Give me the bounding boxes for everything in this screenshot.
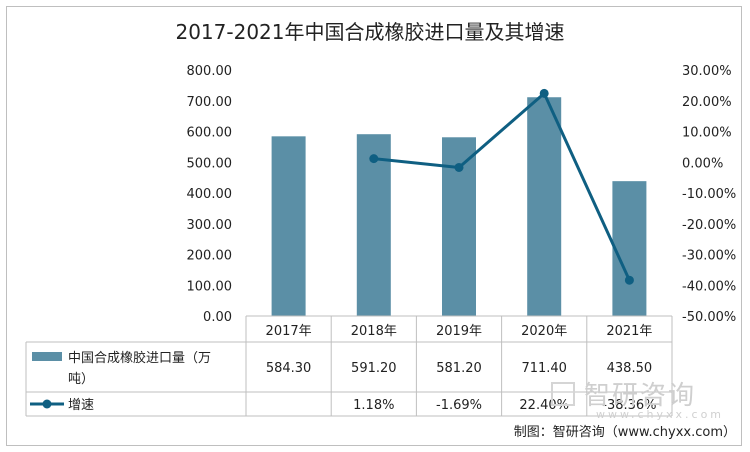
left-tick-label: 200.00 (187, 249, 233, 264)
bar-value-label: 584.30 (266, 361, 312, 376)
chart-frame (6, 6, 742, 446)
watermark-logo-icon (551, 382, 575, 406)
watermark-logo: 智研咨询 www.chyxx.com (551, 381, 724, 421)
left-tick-label: 300.00 (187, 218, 233, 233)
left-tick-label: 700.00 (187, 95, 233, 110)
category-label: 2020年 (521, 324, 567, 339)
growth-point (369, 154, 379, 164)
right-tick-label: -40.00% (682, 279, 736, 294)
growth-point (539, 88, 549, 98)
legend-line-name: 增速 (68, 398, 94, 413)
bar-series (271, 97, 647, 316)
line-series (369, 88, 634, 285)
bar (356, 134, 391, 316)
right-axis-ticks: -50.00% -40.00% -30.00% -20.00% -10.00% 0.00%… (682, 64, 736, 325)
growth-value-label: -1.69% (436, 398, 482, 413)
watermark-brand: 智研咨询 (584, 381, 696, 411)
bar (271, 136, 306, 316)
left-tick-label: 0.00 (203, 310, 232, 325)
growth-line (373, 91, 631, 281)
chart-title: 2017-2021年中国合成橡胶进口量及其增速 (175, 20, 564, 44)
category-label: 2017年 (266, 324, 312, 339)
legend-bar-swatch (32, 352, 62, 361)
left-axis-ticks: 0.00 100.00 200.00 300.00 400.00 500.00 600.00… (187, 64, 233, 325)
category-label: 2019年 (436, 324, 482, 339)
right-tick-label: -30.00% (682, 249, 736, 264)
left-tick-label: 500.00 (187, 156, 233, 171)
legend-bar-name: 吨） (68, 372, 94, 387)
right-tick-label: 10.00% (682, 126, 732, 141)
right-tick-label: -10.00% (682, 187, 736, 202)
bar-value-label: 591.20 (351, 361, 397, 376)
bar (527, 97, 562, 316)
left-tick-label: 100.00 (187, 279, 233, 294)
legend-line-marker (42, 399, 52, 409)
bar-value-label: 711.40 (521, 361, 567, 376)
bar-value-label: 581.20 (436, 361, 482, 376)
bar (612, 181, 647, 316)
left-tick-label: 800.00 (187, 64, 233, 79)
right-tick-label: -50.00% (682, 310, 736, 325)
left-tick-label: 600.00 (187, 126, 233, 141)
growth-value-label: -38.36% (602, 398, 656, 413)
right-tick-label: 30.00% (682, 64, 732, 79)
left-tick-label: 400.00 (187, 187, 233, 202)
growth-point (454, 162, 464, 172)
data-table: 2017年 2018年 2019年 2020年 2021年中国合成橡胶进口量（万吨） 58… (25, 315, 673, 417)
source-note: 制图：智研咨询（www.chyxx.com） (514, 425, 736, 440)
right-tick-label: -20.00% (682, 218, 736, 233)
growth-value-label: 22.40% (519, 398, 569, 413)
legend-bar-name: 中国合成橡胶进口量（万 (68, 350, 211, 366)
category-label: 2021年 (606, 324, 652, 339)
watermark-url: www.chyxx.com (596, 408, 724, 421)
growth-point (624, 275, 634, 285)
growth-value-label: 1.18% (353, 398, 394, 413)
right-tick-label: 0.00% (682, 156, 723, 171)
bar-value-label: 438.50 (607, 361, 653, 376)
category-label: 2018年 (351, 324, 397, 339)
right-tick-label: 20.00% (682, 95, 732, 110)
